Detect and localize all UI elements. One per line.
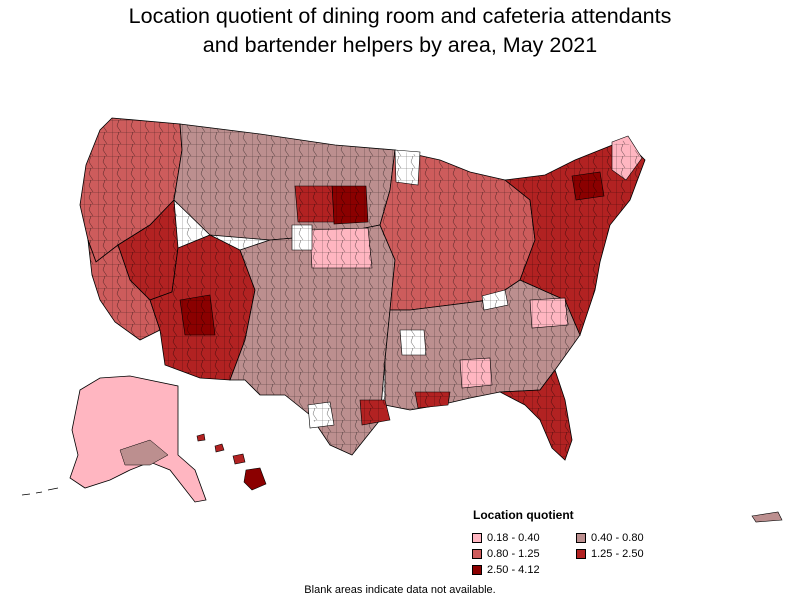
legend-swatch-5 <box>472 564 482 575</box>
legend-item-2: 0.40 - 0.80 <box>576 531 680 544</box>
map-title: Location quotient of dining room and caf… <box>0 2 800 60</box>
area-alaska-south <box>119 439 169 466</box>
legend-label-4: 1.25 - 2.50 <box>591 547 644 560</box>
legend-item-5: 2.50 - 4.12 <box>472 563 576 576</box>
area-puerto-rico <box>751 511 783 523</box>
legend-swatch-3 <box>472 548 482 559</box>
area-boundary-overlay <box>80 118 645 460</box>
legend-title: Location quotient <box>473 508 574 522</box>
map-legend: Location quotient 0.18 - 0.40 0.40 - 0.8… <box>472 508 692 576</box>
area-hawaii-maui <box>232 453 246 465</box>
alaska-aleutians <box>21 487 59 496</box>
conus-group <box>79 117 646 461</box>
area-hawaii-big-island <box>243 467 267 491</box>
hawaii-group <box>196 433 267 491</box>
map-title-line-2: and bartender helpers by area, May 2021 <box>202 33 598 57</box>
area-hawaii-kauai <box>196 433 206 442</box>
legend-label-1: 0.18 - 0.40 <box>487 531 540 544</box>
alaska-group <box>21 375 207 503</box>
puerto-rico-group <box>751 511 783 523</box>
legend-item-4: 1.25 - 2.50 <box>576 547 680 560</box>
map-title-line-1: Location quotient of dining room and caf… <box>128 4 672 28</box>
legend-label-5: 2.50 - 4.12 <box>487 563 540 576</box>
legend-grid: 0.18 - 0.40 0.40 - 0.80 0.80 - 1.25 1.25… <box>472 531 692 576</box>
region-alaska <box>69 375 207 503</box>
area-hawaii-oahu <box>214 443 225 453</box>
legend-item-3: 0.80 - 1.25 <box>472 547 576 560</box>
legend-item-1: 0.18 - 0.40 <box>472 531 576 544</box>
footnote: Blank areas indicate data not available. <box>304 584 496 596</box>
legend-swatch-4 <box>576 548 586 559</box>
legend-label-2: 0.40 - 0.80 <box>591 531 644 544</box>
legend-swatch-2 <box>576 532 586 543</box>
legend-label-3: 0.80 - 1.25 <box>487 547 540 560</box>
legend-swatch-1 <box>472 532 482 543</box>
